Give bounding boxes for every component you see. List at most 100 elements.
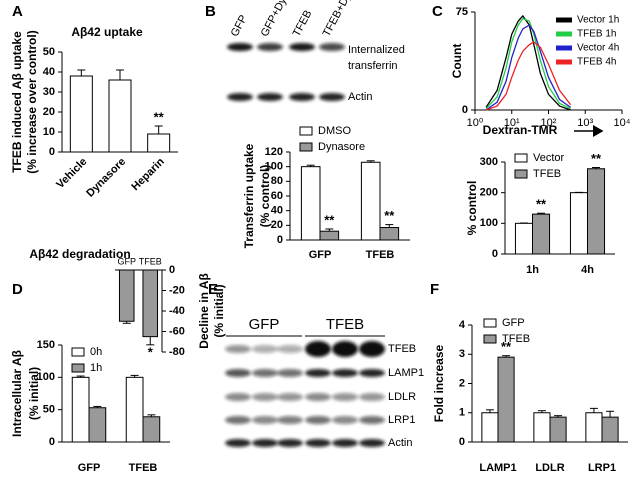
band-label: Actin bbox=[348, 91, 372, 103]
y-tick-label: 80 bbox=[271, 175, 283, 187]
x-tick-label: LRP1 bbox=[588, 462, 616, 474]
y-axis-label: Fold increase bbox=[432, 345, 446, 423]
y-tick-label: -60 bbox=[169, 325, 185, 337]
bar bbox=[360, 161, 381, 241]
legend-swatch bbox=[514, 153, 528, 163]
panel-label: C bbox=[432, 3, 443, 20]
blot-band bbox=[305, 341, 331, 357]
bar bbox=[514, 222, 534, 255]
y-tick-label: 100 bbox=[37, 371, 55, 383]
blot-band bbox=[227, 93, 253, 101]
bar bbox=[532, 213, 551, 255]
legend-label: Vector 1h bbox=[577, 15, 619, 26]
y-axis-label: Decline in Aβ bbox=[197, 273, 211, 349]
y-tick-label: 30 bbox=[43, 86, 55, 98]
significance: ** bbox=[536, 197, 547, 212]
y-tick-label: 200 bbox=[480, 187, 498, 199]
chart-title: Aβ42 degradation bbox=[29, 247, 130, 261]
y-tick-label: 1 bbox=[459, 407, 465, 419]
x-tick-label: 1h bbox=[526, 264, 539, 276]
legend-swatch bbox=[71, 363, 85, 373]
y-axis-label: % control bbox=[465, 181, 479, 236]
blot-band bbox=[289, 93, 315, 101]
blot-band bbox=[359, 416, 385, 424]
significance: ** bbox=[384, 208, 395, 223]
bar bbox=[319, 230, 340, 241]
y-tick-label: 40 bbox=[271, 205, 283, 217]
histogram-line bbox=[485, 17, 571, 110]
bar bbox=[585, 412, 603, 443]
y-tick-label: 150 bbox=[37, 339, 55, 351]
bar bbox=[88, 407, 107, 443]
y-tick-label: 10 bbox=[43, 126, 55, 138]
y-tick-label: 0 bbox=[462, 104, 468, 116]
bar bbox=[533, 412, 551, 443]
x-tick-label: LAMP1 bbox=[479, 462, 516, 474]
x-tick-label: TFEB bbox=[129, 462, 158, 474]
blot-band bbox=[332, 369, 358, 377]
legend-label: TFEB bbox=[502, 333, 530, 345]
legend-label: DMSO bbox=[318, 125, 351, 137]
bar bbox=[125, 376, 144, 443]
y-tick-label: 0 bbox=[49, 146, 55, 158]
lane-label: GFP+Dy bbox=[259, 0, 290, 39]
blot-band bbox=[252, 416, 278, 424]
panel-label: A bbox=[12, 3, 23, 20]
y-tick-label: 75 bbox=[456, 6, 468, 18]
y-tick-label: 100 bbox=[480, 217, 498, 229]
band-label: transferrin bbox=[348, 60, 398, 72]
blot-band bbox=[332, 416, 358, 424]
x-tick-label: 10² bbox=[541, 117, 557, 129]
blot-band bbox=[305, 439, 331, 447]
blot-band bbox=[359, 393, 385, 401]
legend-label: Vector 4h bbox=[577, 43, 619, 54]
legend-swatch bbox=[514, 169, 528, 179]
legend-label: TFEB 4h bbox=[577, 57, 616, 68]
x-tick-label: GFP bbox=[309, 249, 332, 261]
chart-title: Aβ42 uptake bbox=[71, 25, 143, 39]
legend-label: GFP bbox=[502, 317, 525, 329]
legend-swatch bbox=[483, 318, 497, 328]
y-tick-label: -80 bbox=[169, 346, 185, 358]
y-tick-label: -20 bbox=[169, 284, 185, 296]
y-axis-label: (% initial) bbox=[27, 367, 41, 420]
blot-band bbox=[359, 369, 385, 377]
y-tick-label: 40 bbox=[43, 66, 55, 78]
lane-label: TFEB+Dy bbox=[321, 0, 354, 39]
legend-swatch bbox=[299, 126, 313, 136]
legend-label: 1h bbox=[90, 362, 102, 374]
blot-band bbox=[277, 393, 303, 401]
x-tick-label: GFP bbox=[117, 256, 136, 266]
y-tick-label: 0 bbox=[492, 248, 498, 260]
y-tick-label: 2 bbox=[459, 377, 465, 389]
x-axis-label: Dextran-TMR bbox=[483, 123, 558, 137]
blot-band bbox=[252, 393, 278, 401]
x-tick-label: TFEB bbox=[366, 249, 395, 261]
blot-band bbox=[359, 439, 385, 447]
x-tick-label: 4h bbox=[581, 264, 594, 276]
y-tick-label: 0 bbox=[169, 264, 175, 276]
y-tick-label: 100 bbox=[265, 161, 283, 173]
y-tick-label: 120 bbox=[265, 146, 283, 158]
histogram-line bbox=[485, 24, 572, 111]
band-label: Actin bbox=[388, 437, 412, 449]
histogram-line bbox=[485, 41, 572, 111]
blot-band bbox=[305, 416, 331, 424]
significance: * bbox=[148, 344, 154, 359]
x-tick-label: 10⁰ bbox=[467, 117, 484, 129]
y-axis-label: TFEB induced Aβ uptake bbox=[10, 31, 24, 173]
bar bbox=[601, 416, 619, 443]
y-axis-label: Transferrin uptake bbox=[242, 143, 256, 248]
x-tick-label: Dynasore bbox=[84, 156, 128, 200]
legend-label: 0h bbox=[90, 346, 102, 358]
y-axis-label: (% initial) bbox=[212, 284, 226, 337]
bar bbox=[71, 376, 90, 443]
x-tick-label: 10³ bbox=[577, 117, 593, 129]
panel-label: E bbox=[208, 281, 218, 298]
x-tick-label: GFP bbox=[78, 462, 101, 474]
blot-band bbox=[252, 369, 278, 377]
significance: ** bbox=[501, 339, 512, 354]
blot-band bbox=[332, 439, 358, 447]
band-label: LDLR bbox=[388, 391, 416, 403]
